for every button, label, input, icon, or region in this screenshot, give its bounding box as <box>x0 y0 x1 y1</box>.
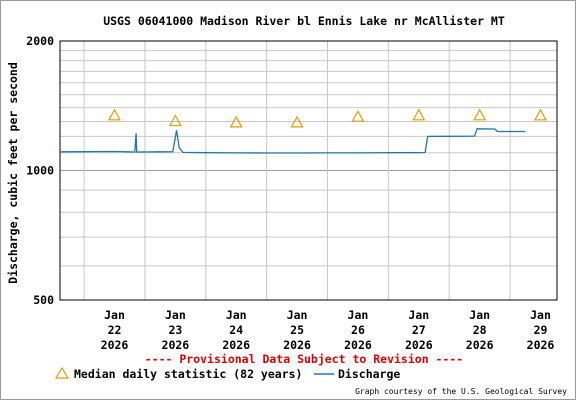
x-tick-label: Jan <box>469 308 490 322</box>
usgs-credit: Graph courtesy of the U.S. Geological Su… <box>355 387 567 396</box>
legend-discharge-label: Discharge <box>338 367 400 381</box>
x-tick-label: Jan <box>530 308 551 322</box>
provisional-notice: ---- Provisional Data Subject to Revisio… <box>145 352 464 366</box>
series-layer <box>59 108 548 154</box>
y-tick-label: 1000 <box>26 164 54 178</box>
discharge-series-line <box>59 128 526 154</box>
median-marker <box>533 108 548 121</box>
plot-area-border <box>59 40 558 301</box>
x-tick-label: Jan <box>287 308 308 322</box>
median-marker <box>473 108 487 121</box>
median-marker <box>107 108 122 121</box>
y-tick-label: 2000 <box>26 34 54 48</box>
x-tick-label: 23 <box>168 323 182 337</box>
x-tick-label: 2026 <box>283 338 311 352</box>
chart-title: USGS 06041000 Madison River bl Ennis Lak… <box>103 14 505 28</box>
x-tick-label: 2026 <box>405 338 433 352</box>
x-tick-label: Jan <box>165 308 186 322</box>
x-tick-label: 2026 <box>101 338 129 352</box>
x-tick-label: Jan <box>408 308 429 322</box>
y-tick-label: 500 <box>33 293 54 307</box>
median-marker <box>351 109 365 122</box>
y-tick-labels: 500 1000 2000 <box>26 34 54 307</box>
x-tick-label: 2026 <box>344 338 372 352</box>
median-marker <box>412 108 426 121</box>
legend-median-label: Median daily statistic (82 years) <box>74 367 302 381</box>
median-marker <box>229 115 243 128</box>
x-tick-label: Jan <box>226 308 247 322</box>
x-tick-labels: Jan222026Jan232026Jan242026Jan252026Jan2… <box>101 308 555 352</box>
legend: Median daily statistic (82 years) Discha… <box>54 366 400 381</box>
x-tick-label: 28 <box>473 323 487 337</box>
x-tick-label: 2026 <box>162 338 190 352</box>
median-marker <box>290 115 304 128</box>
x-tick-label: 24 <box>229 323 243 337</box>
x-tick-label: 25 <box>290 323 304 337</box>
x-tick-label: 22 <box>108 323 122 337</box>
median-marker <box>168 114 182 127</box>
x-tick-label: 26 <box>351 323 365 337</box>
x-tick-label: 2026 <box>466 338 494 352</box>
x-tick-label: 2026 <box>527 338 555 352</box>
x-tick-label: 2026 <box>222 338 250 352</box>
y-axis-label: Discharge, cubic feet per second <box>6 62 20 284</box>
x-tick-label: 27 <box>412 323 426 337</box>
legend-median-triangle-icon <box>54 366 70 379</box>
x-tick-label: Jan <box>348 308 369 322</box>
grid-layer <box>60 41 557 300</box>
x-tick-label: Jan <box>104 308 125 322</box>
x-tick-label: 29 <box>534 323 548 337</box>
